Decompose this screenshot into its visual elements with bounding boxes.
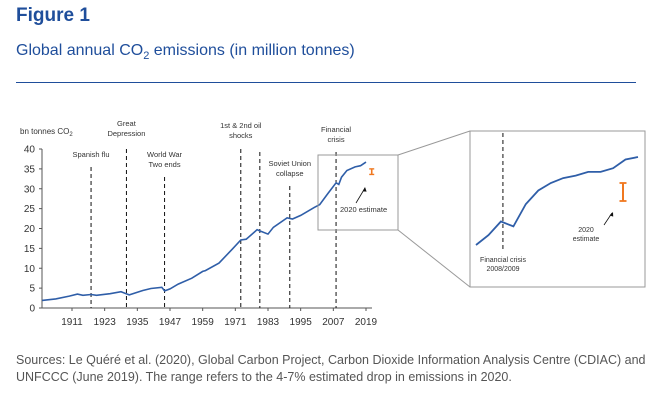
x-tick-label: 1971 xyxy=(224,317,247,328)
y-tick-label: 20 xyxy=(24,224,36,235)
figure-label: Figure 1 xyxy=(16,5,90,26)
figure-title: Global annual CO2 emissions (in million … xyxy=(16,42,355,62)
event-label: Two ends xyxy=(149,160,181,169)
y-tick-label: 30 xyxy=(24,184,36,195)
x-tick-label: 2007 xyxy=(322,317,345,328)
event-label: crisis xyxy=(328,135,345,144)
y-tick-label: 5 xyxy=(29,284,35,295)
event-label: Financial xyxy=(321,125,351,134)
title-subscript: 2 xyxy=(143,50,150,63)
event-label: Depression xyxy=(107,129,145,138)
y-axis-label-subscript: 2 xyxy=(69,132,73,138)
event-label: Great xyxy=(117,119,137,128)
inset-emissions-line xyxy=(475,156,639,246)
event-label: Soviet Union xyxy=(269,159,312,168)
y-tick-label: 40 xyxy=(24,145,36,156)
x-tick-label: 2019 xyxy=(355,317,378,328)
event-label: Spanish flu xyxy=(73,150,110,159)
inset-estimate-annotation: 2020 xyxy=(578,227,594,234)
event-label: World War xyxy=(147,150,183,159)
title-rest: emissions (in million tonnes) xyxy=(149,42,355,59)
y-axis-label: bn tonnes CO2 xyxy=(20,127,73,138)
x-tick-label: 1995 xyxy=(290,317,313,328)
inset-panel xyxy=(469,130,646,288)
zoom-region xyxy=(317,154,399,231)
inset-estimate-annotation: estimate xyxy=(573,236,600,243)
x-tick-label: 1983 xyxy=(257,317,280,328)
sources-note: Sources: Le Quéré et al. (2020), Global … xyxy=(16,353,646,384)
y-tick-label: 15 xyxy=(24,244,36,255)
estimate-annotation: 2020 estimate xyxy=(340,205,387,214)
zoom-connector-top xyxy=(397,130,471,156)
event-label: 1st & 2nd oil xyxy=(220,121,262,130)
x-tick-label: 1911 xyxy=(61,317,83,328)
inset-event-label: 2008/2009 xyxy=(486,266,519,273)
x-tick-label: 1947 xyxy=(159,317,182,328)
title-main: Global annual CO xyxy=(16,42,144,59)
event-label: shocks xyxy=(229,131,253,140)
y-tick-label: 25 xyxy=(24,204,36,215)
zoom-connector-bottom xyxy=(397,229,471,288)
y-tick-label: 35 xyxy=(24,164,36,175)
y-tick-label: 0 xyxy=(29,304,35,315)
estimate-arrow-head xyxy=(362,187,367,192)
emissions-line xyxy=(42,161,367,302)
x-tick-label: 1959 xyxy=(192,317,215,328)
x-tick-label: 1935 xyxy=(126,317,149,328)
y-tick-label: 10 xyxy=(24,264,36,275)
event-label: collapse xyxy=(276,169,304,178)
inset-event-label: Financial crisis xyxy=(480,257,526,264)
title-divider xyxy=(16,82,636,83)
inset-estimate-arrow-head xyxy=(609,212,614,217)
x-tick-label: 1923 xyxy=(94,317,117,328)
